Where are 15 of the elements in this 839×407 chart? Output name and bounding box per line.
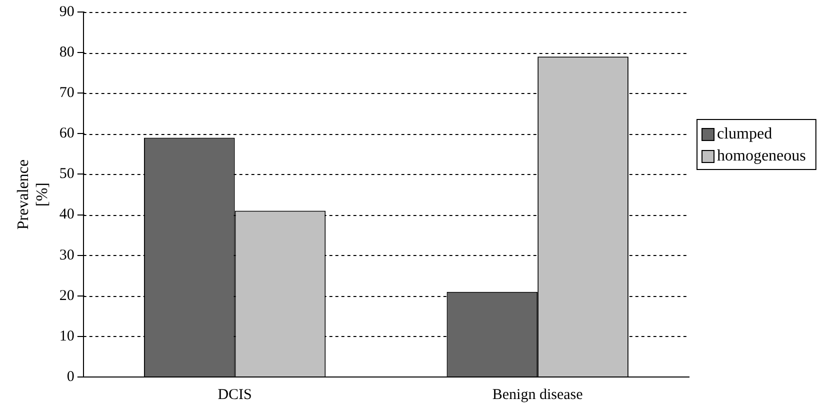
y-tick-label: 80 <box>59 44 74 60</box>
x-tick-label: Benign disease <box>492 386 584 403</box>
y-tick-label: 40 <box>59 206 74 223</box>
y-tick-label: 50 <box>59 166 74 182</box>
y-tick-label: 10 <box>59 328 74 344</box>
y-axis-title: Prevalence [%] <box>14 159 52 230</box>
y-tick-label: 0 <box>66 368 74 385</box>
y-tick-label: 20 <box>59 288 74 304</box>
x-tick-label: DCIS <box>218 386 252 403</box>
legend-label: clumped <box>717 126 772 143</box>
y-tick-label: 30 <box>59 247 74 264</box>
y-tick-label: 90 <box>59 4 74 20</box>
y-tick-label: 70 <box>59 85 74 102</box>
legend-label: homogeneous <box>717 148 806 165</box>
y-tick-label: 60 <box>59 126 74 142</box>
